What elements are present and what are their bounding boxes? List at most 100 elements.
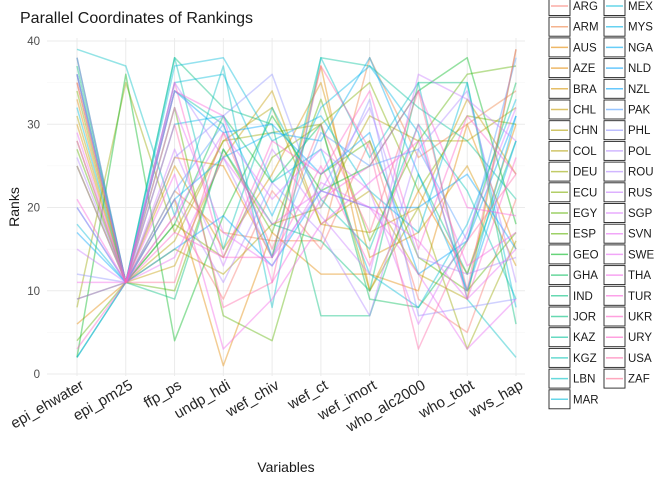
x-tick-label: wvs_hap — [465, 377, 526, 422]
legend-label: SVN — [628, 229, 652, 241]
series-line-esp — [76, 65, 517, 342]
legend-label: GEO — [573, 249, 599, 261]
series-line-aus — [76, 123, 517, 367]
series-line-chl — [76, 82, 517, 284]
legend-label: UKR — [628, 312, 652, 324]
legend-label: MEX — [628, 1, 653, 13]
legend-label: CHN — [573, 125, 598, 137]
legend-item-swe: SWE — [603, 244, 655, 265]
series-line-arg — [76, 57, 517, 334]
legend-item-svn: SVN — [603, 223, 652, 244]
legend-label: CHL — [573, 105, 597, 117]
legend-item-aus: AUS — [548, 37, 597, 58]
legend-label: ROU — [628, 167, 654, 179]
legend-label: TUR — [628, 291, 652, 303]
series-line-tha — [77, 140, 517, 350]
series-line-arm — [76, 56, 517, 284]
series-line-ury — [76, 123, 517, 350]
x-tick-label: wef_chiv — [222, 376, 282, 421]
legend-item-ecu: ECU — [548, 182, 597, 203]
y-tick-label: 10 — [27, 286, 40, 298]
y-axis: 0 10 20 30 40 — [27, 36, 40, 381]
legend-label: ARM — [573, 22, 599, 34]
series-line-swe — [76, 132, 517, 350]
legend-item-rus: RUS — [603, 182, 653, 203]
x-tick-label: who_tobt — [415, 376, 478, 422]
series-line-nzl — [76, 173, 517, 284]
series-line-mex — [76, 73, 517, 309]
legend-item-chl: CHL — [548, 99, 597, 120]
series-line-zaf — [76, 49, 517, 292]
legend-item-geo: GEO — [548, 244, 599, 265]
legend-label: AZE — [573, 63, 596, 75]
y-axis-title: Ranks — [6, 187, 22, 227]
legend-item-tur: TUR — [603, 285, 652, 306]
legend-label: MYS — [628, 22, 653, 34]
legend-item-zaf: ZAF — [603, 368, 650, 389]
series-line-svn — [76, 106, 517, 300]
series-line-usa — [76, 65, 517, 350]
legend-label: PHL — [628, 125, 651, 137]
legend-label: MAR — [573, 394, 599, 406]
legend-label: POL — [628, 146, 652, 158]
legend-label: GHA — [573, 270, 598, 282]
series-line-aze — [76, 65, 517, 292]
legend-item-arm: ARM — [548, 16, 599, 37]
legend-label: URY — [628, 332, 652, 344]
y-tick-label: 30 — [27, 119, 40, 131]
legend-label: KAZ — [573, 332, 595, 344]
chart-title: Parallel Coordinates of Rankings — [20, 10, 253, 27]
legend-label: LBN — [573, 374, 595, 386]
series-line-pak — [76, 57, 517, 284]
series-line-rus — [76, 73, 517, 284]
series-line-geo — [76, 56, 517, 358]
legend-item-bra: BRA — [548, 78, 597, 99]
legend-label: SGP — [628, 208, 653, 220]
legend-item-esp: ESP — [548, 223, 596, 244]
series-line-ecu — [76, 81, 517, 284]
legend-label: ZAF — [628, 374, 650, 386]
legend-item-nld: NLD — [603, 58, 651, 79]
legend-label: NZL — [628, 84, 650, 96]
y-tick-label: 0 — [34, 369, 40, 381]
legend-label: NLD — [628, 63, 651, 75]
legend-item-usa: USA — [603, 347, 652, 368]
series-lines — [76, 48, 517, 367]
legend-key-box — [548, 0, 571, 16]
series-line-egy — [76, 106, 517, 342]
legend-label: JOR — [573, 312, 596, 324]
legend-label: EGY — [573, 208, 598, 220]
legend-item-phl: PHL — [603, 120, 651, 141]
legend-label: COL — [573, 146, 597, 158]
series-line-ukr — [76, 81, 517, 300]
series-line-gha — [76, 82, 517, 309]
legend-label: PAK — [628, 105, 650, 117]
legend-item-lbn: LBN — [548, 368, 595, 389]
series-line-col — [76, 106, 517, 284]
legend-item-gha: GHA — [548, 265, 598, 286]
legend-item-chn: CHN — [548, 120, 598, 141]
legend-item-ukr: UKR — [603, 306, 652, 327]
legend-label: AUS — [573, 42, 597, 54]
legend-item-kgz: KGZ — [548, 347, 597, 368]
series-line-nga — [76, 56, 517, 358]
legend: ARG ARM AUS AZE BRA CHL CHN COL DEU ECU EGY ESP GEO G… — [548, 0, 655, 410]
legend-item-col: COL — [548, 140, 597, 161]
series-line-bra — [76, 81, 517, 284]
legend-label: THA — [628, 270, 651, 282]
x-tick-label: undp_hdi — [171, 377, 233, 423]
legend-item-nzl: NZL — [603, 78, 650, 99]
legend-item-aze: AZE — [548, 58, 596, 79]
legend-item-pak: PAK — [603, 99, 650, 120]
series-line-pol — [76, 74, 517, 284]
legend-label: ARG — [573, 1, 598, 13]
series-line-jor — [76, 81, 517, 358]
legend-item-sgp: SGP — [603, 203, 653, 223]
series-line-nld — [76, 57, 517, 284]
series-line-kgz — [76, 56, 517, 300]
series-line-mys — [76, 65, 517, 292]
series-line-phl — [76, 73, 517, 317]
legend-item-ury: URY — [603, 327, 652, 348]
series-line-rou — [76, 90, 517, 317]
